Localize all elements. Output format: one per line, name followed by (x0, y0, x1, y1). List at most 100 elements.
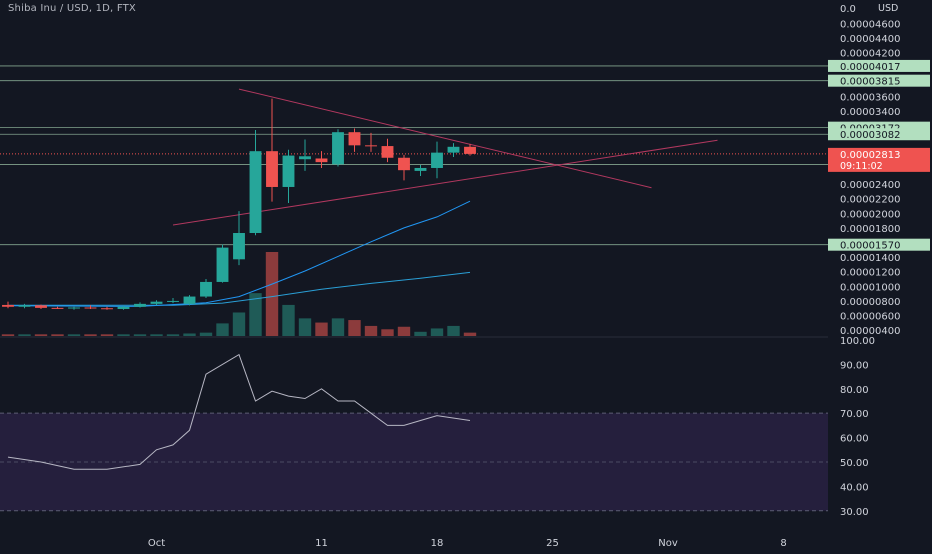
level-label: 0.00003082 (840, 130, 900, 141)
volume-bar (166, 334, 180, 336)
candle-body (381, 146, 394, 158)
volume-bar (133, 334, 147, 336)
candle-body (315, 158, 328, 163)
candle-body (348, 132, 361, 146)
candle-body (68, 307, 80, 309)
rsi-axis-tick-label: 90.00 (840, 360, 869, 371)
time-axis-tick-label: 8 (780, 538, 786, 549)
level-label-box (828, 121, 930, 134)
volume-bar (216, 323, 229, 336)
level-label: 0.00003815 (840, 77, 900, 88)
price-axis-tick-label: 0.00004400 (840, 34, 900, 45)
candle-body (332, 132, 344, 165)
rsi-axis-tick-label: 100.00 (840, 336, 875, 347)
volume-bar (1, 334, 15, 336)
volume-bar (265, 252, 279, 336)
volume-bar (447, 325, 460, 336)
candle-body (2, 304, 14, 307)
time-axis-tick-label: 25 (546, 538, 559, 549)
price-axis-tick-label: 0.00003600 (840, 92, 900, 103)
trendline (238, 88, 652, 189)
price-axis-tick-label: 0.00004200 (840, 49, 900, 60)
level-label: 0.00004017 (840, 62, 900, 73)
volume-bar (298, 318, 312, 336)
price-axis-tick-label: 0.00001200 (840, 268, 900, 279)
volume-bar (34, 334, 48, 336)
price-axis-tick-label: 0.0 (840, 4, 856, 15)
time-axis-tick-label: Oct (148, 538, 165, 549)
level-label-box (828, 59, 930, 72)
candle-body (398, 157, 410, 171)
price-axis-tick-label: 0.00001400 (840, 253, 900, 264)
level-label: 0.00001570 (840, 241, 900, 252)
candle-body (464, 146, 476, 154)
volume-bar (249, 293, 262, 336)
trendline (172, 139, 718, 226)
volume-bar (51, 334, 64, 336)
price-axis-tick-label: 0.00001800 (840, 224, 900, 235)
candle-body (282, 155, 295, 187)
volume-bar (414, 331, 427, 336)
time-axis-tick-label: 18 (431, 538, 444, 549)
price-axis-tick-label: 0.00002000 (840, 209, 900, 220)
level-label-box (828, 128, 930, 141)
volume-bar (397, 326, 411, 336)
rsi-axis-tick-label: 80.00 (840, 385, 869, 396)
candle-body (101, 308, 113, 310)
volume-bar (348, 320, 361, 336)
currency-label: USD (878, 3, 898, 14)
current-price-label: 0.00002813 (840, 150, 900, 161)
candle-body (167, 300, 179, 302)
volume-bar (18, 334, 31, 336)
volume-bar (282, 304, 295, 336)
rsi-axis-tick-label: 60.00 (840, 434, 869, 445)
countdown-label: 09:11:02 (840, 161, 883, 172)
volume-bar (430, 328, 444, 336)
volume-bar (463, 332, 477, 336)
price-axis-tick-label: 0.00003400 (840, 107, 900, 118)
candle-body (249, 151, 262, 233)
volume-bar (100, 334, 114, 336)
volume-bar (364, 325, 378, 336)
candle-body (51, 307, 64, 309)
rsi-line (7, 353, 471, 470)
candle-body (84, 307, 97, 309)
candle-body (18, 305, 31, 307)
candle-body (447, 146, 460, 153)
time-axis-tick-label: Nov (658, 538, 678, 549)
rsi-axis-tick-label: 70.00 (840, 409, 869, 420)
candle-body (233, 232, 245, 260)
volume-bar (381, 329, 394, 336)
candle-body (134, 303, 146, 307)
rsi-axis-tick-label: 50.00 (840, 458, 869, 469)
level-label-box (828, 74, 930, 87)
volume-bar (183, 333, 196, 336)
candle-body (299, 156, 311, 160)
candle-body (150, 301, 163, 304)
candle-body (365, 145, 377, 147)
candle-body (183, 296, 196, 304)
candle-body (117, 306, 130, 309)
chart-title: Shiba Inu / USD, 1D, FTX (8, 3, 136, 14)
rsi-axis-tick-label: 30.00 (840, 507, 869, 518)
volume-bar (84, 334, 97, 336)
candle-body (200, 281, 212, 297)
rsi-axis-tick-label: 40.00 (840, 482, 869, 493)
current-price-label-box (828, 147, 930, 172)
volume-bar (199, 332, 213, 336)
level-label-box (828, 238, 930, 251)
volume-bar (67, 334, 81, 336)
price-axis-tick-label: 0.00002400 (840, 180, 900, 191)
candle-body (35, 305, 47, 308)
candle-body (216, 247, 229, 282)
volume-bar (315, 322, 328, 336)
price-axis-tick-label: 0.00001000 (840, 282, 900, 293)
volume-bar (232, 312, 246, 336)
candle-body (414, 167, 427, 171)
price-axis-tick-label: 0.00004600 (840, 19, 900, 30)
price-axis-tick-label: 0.00002200 (840, 195, 900, 206)
volume-bar (331, 318, 345, 336)
candle-body (266, 151, 278, 187)
